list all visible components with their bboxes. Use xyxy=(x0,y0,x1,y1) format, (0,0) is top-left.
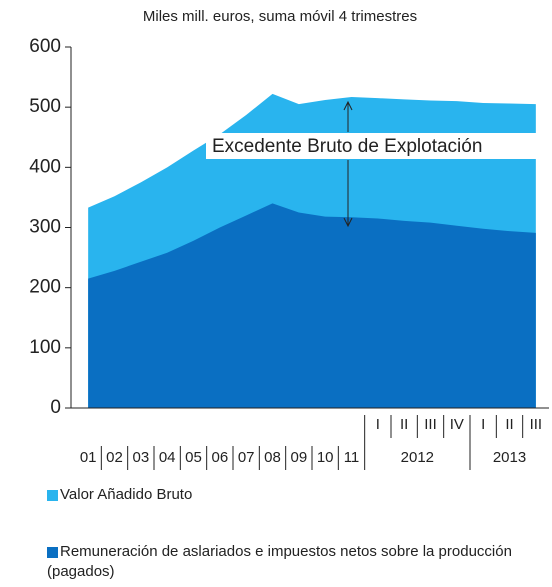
x-group-label: 2012 xyxy=(401,449,434,466)
chart-title: Miles mill. euros, suma móvil 4 trimestr… xyxy=(143,8,417,25)
x-tick-label: 11 xyxy=(344,449,360,466)
legend-label: Remuneración de aslariados e impuestos n… xyxy=(47,543,512,580)
x-tick-label: 02 xyxy=(106,449,123,466)
x-tick-label: 03 xyxy=(132,449,149,466)
y-tick-label: 500 xyxy=(29,96,61,117)
annotation: Excedente Bruto de Explotación xyxy=(212,136,482,157)
legend-line: Remuneración de aslariados e impuestos n… xyxy=(60,543,512,560)
y-tick-label: 400 xyxy=(29,156,61,177)
y-tick-label: 300 xyxy=(29,217,61,238)
y-tick-label: 0 xyxy=(50,397,61,418)
legend-swatch xyxy=(47,490,58,501)
x-tick-label: I xyxy=(376,416,380,433)
x-tick-label: 06 xyxy=(211,449,228,466)
annotation-box xyxy=(206,133,538,159)
x-tick-label: 09 xyxy=(290,449,307,466)
x-group-label: 2013 xyxy=(493,449,526,466)
x-tick-label: III xyxy=(530,416,543,433)
area xyxy=(88,203,536,408)
y-tick-label: 200 xyxy=(29,277,61,298)
x-tick-label: 01 xyxy=(80,449,97,466)
x-tick-label: I xyxy=(481,416,485,433)
x-tick-label: II xyxy=(400,416,408,433)
legend-line: (pagados) xyxy=(47,563,115,580)
x-tick-label: IV xyxy=(450,416,464,433)
x-tick-label: 08 xyxy=(264,449,281,466)
x-tick-label: 07 xyxy=(238,449,255,466)
x-tick-label: 04 xyxy=(159,449,176,466)
legend-label: Valor Añadido Bruto xyxy=(60,486,192,503)
y-tick-label: 600 xyxy=(29,36,61,57)
x-tick-label: 10 xyxy=(317,449,334,466)
y-tick-label: 100 xyxy=(29,337,61,358)
x-tick-label: II xyxy=(505,416,513,433)
legend-swatch xyxy=(47,547,58,558)
annotation-arrow xyxy=(343,100,353,228)
x-tick-label: 05 xyxy=(185,449,202,466)
x-tick-label: III xyxy=(424,416,437,433)
